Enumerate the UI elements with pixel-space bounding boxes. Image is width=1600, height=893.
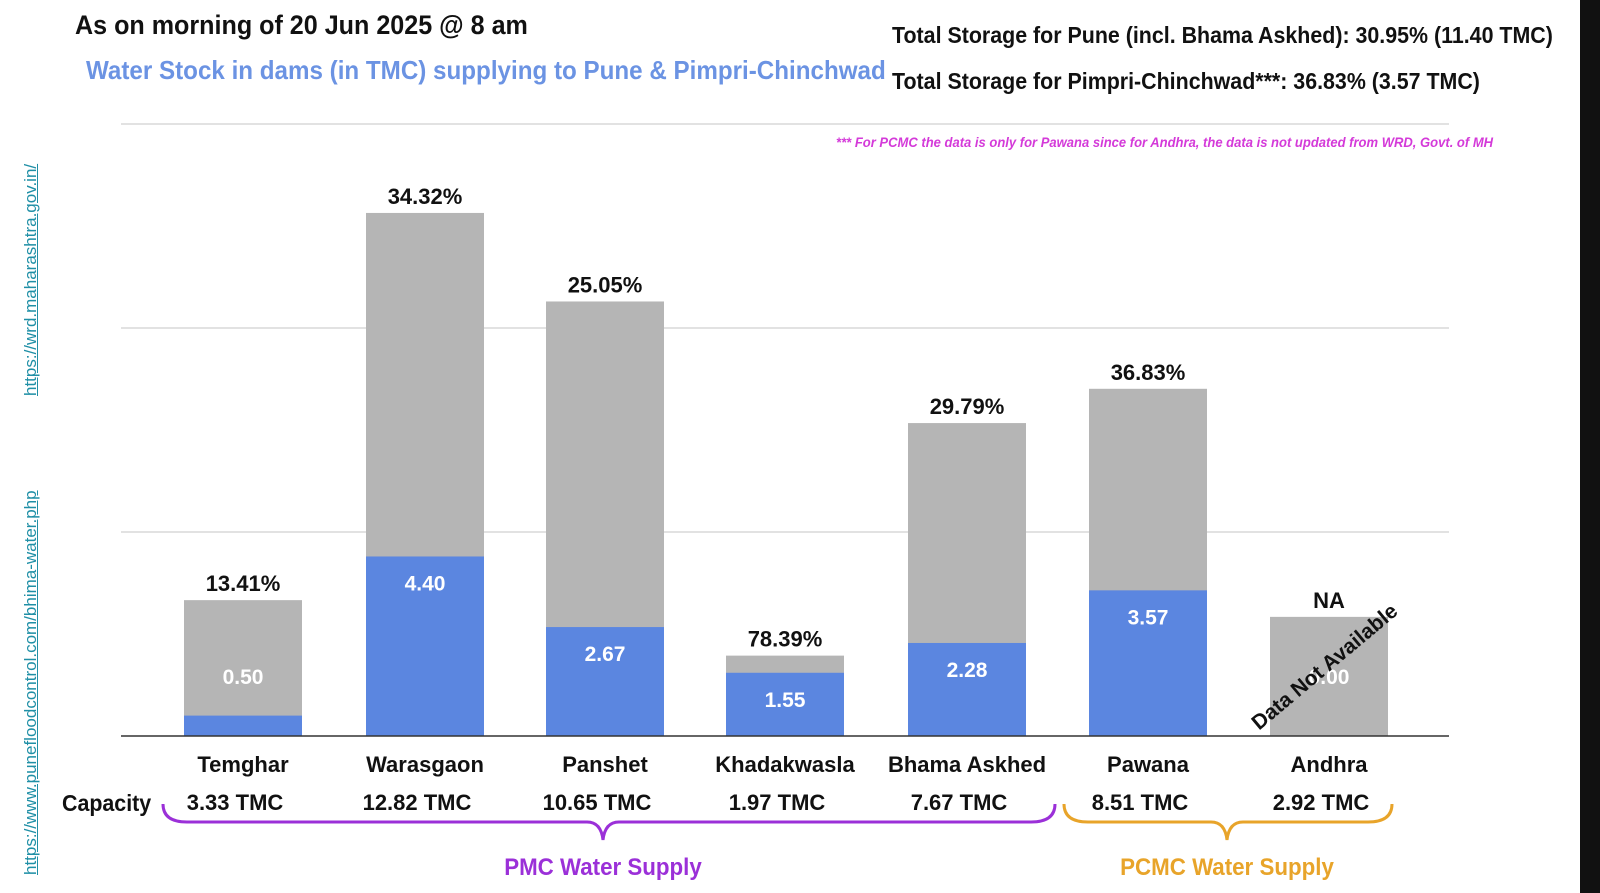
category-label: Temghar: [197, 752, 289, 777]
right-edge-border: [1580, 0, 1600, 893]
stock-bar: [908, 642, 1026, 736]
stock-bar: [726, 672, 844, 736]
pcmc-group-label: PCMC Water Supply: [1120, 854, 1334, 881]
capacity-bar: [1270, 616, 1388, 736]
stock-bar: [184, 715, 302, 736]
pmc-brace: [161, 803, 1057, 841]
stock-value-label: 1.55: [765, 689, 806, 712]
capacity-value-label: 1.97 TMC: [729, 790, 826, 815]
category-label: Bhama Askhed: [888, 752, 1046, 777]
category-label: Panshet: [562, 752, 648, 777]
percent-label: 36.83%: [1111, 360, 1186, 385]
category-label: Warasgaon: [366, 752, 484, 777]
stock-value-label: 4.40: [405, 572, 446, 595]
stock-bar: [366, 556, 484, 736]
capacity-value-label: 3.33 TMC: [187, 790, 284, 815]
stock-value-label: 0.00: [1309, 666, 1350, 689]
percent-label: 34.32%: [388, 184, 463, 209]
capacity-value-label: 10.65 TMC: [543, 790, 652, 815]
stock-value-label: 3.57: [1128, 606, 1169, 629]
category-label: Khadakwasla: [715, 752, 855, 777]
total-storage-pune: Total Storage for Pune (incl. Bhama Askh…: [892, 22, 1553, 48]
pcmc-brace: [1062, 803, 1394, 841]
category-label: Pawana: [1107, 752, 1190, 777]
stock-value-label: 2.28: [947, 659, 988, 682]
capacity-value-label: 2.92 TMC: [1273, 790, 1370, 815]
capacity-value-label: 7.67 TMC: [911, 790, 1008, 815]
percent-label: 13.41%: [206, 571, 281, 596]
percent-label: 78.39%: [748, 627, 823, 652]
percent-label: 29.79%: [930, 394, 1005, 419]
pmc-group-label: PMC Water Supply: [504, 854, 702, 881]
total-storage-pcmc: Total Storage for Pimpri-Chinchwad***: 3…: [892, 68, 1480, 94]
percent-label: NA: [1313, 588, 1345, 613]
capacity-value-label: 12.82 TMC: [363, 790, 472, 815]
stock-bar: [1089, 590, 1207, 736]
stock-value-label: 2.67: [585, 643, 626, 666]
chart-title: As on morning of 20 Jun 2025 @ 8 am: [75, 10, 528, 40]
capacity-value-label: 8.51 TMC: [1092, 790, 1189, 815]
percent-label: 25.05%: [568, 272, 643, 297]
stock-value-label: 0.50: [223, 666, 264, 689]
chart-subtitle: Water Stock in dams (in TMC) supplying t…: [86, 55, 886, 85]
category-label: Andhra: [1291, 752, 1369, 777]
stock-bar: [546, 627, 664, 736]
capacity-bar: [184, 600, 302, 736]
capacity-row-label: Capacity: [62, 790, 152, 816]
pcmc-data-note: *** For PCMC the data is only for Pawana…: [836, 134, 1494, 150]
